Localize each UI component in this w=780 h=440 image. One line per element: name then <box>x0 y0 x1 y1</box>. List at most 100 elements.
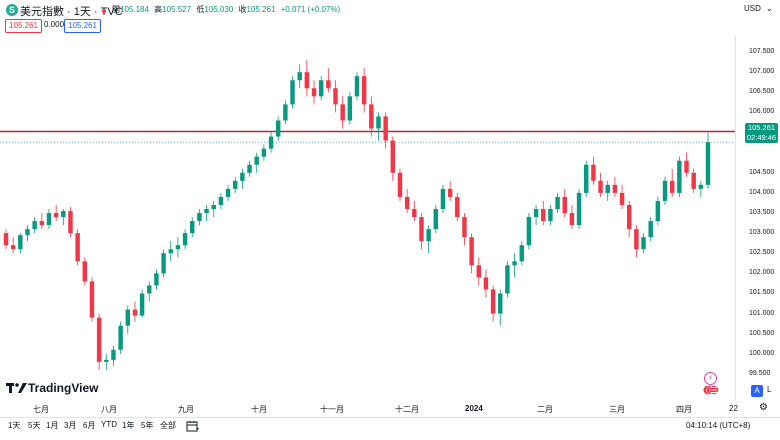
price-tick-label: 103.500 <box>749 209 775 216</box>
calendar-icon[interactable] <box>186 420 200 432</box>
candle-body <box>104 359 109 362</box>
candle-body <box>648 221 653 238</box>
candle-body <box>404 196 410 209</box>
price-chart[interactable] <box>0 0 735 400</box>
candle-body <box>147 285 152 294</box>
candle-body <box>340 104 345 121</box>
candle-body <box>290 80 295 105</box>
chart-header: S 美元指數 · 1天 · TVC 開105.184 高105.527 低105… <box>0 0 780 36</box>
candle-body <box>533 208 539 218</box>
candle-body <box>605 184 610 193</box>
event-flash-icon[interactable]: ⚡ <box>704 372 717 385</box>
price-tick-label: 106.000 <box>749 108 775 116</box>
gear-icon[interactable]: ⚙ <box>759 402 768 413</box>
candle-body <box>662 180 668 201</box>
candle-body <box>440 188 446 209</box>
time-axis-label: 十一月 <box>320 405 344 414</box>
candle-body <box>354 76 360 97</box>
chevron-down-icon[interactable]: ⌄ <box>766 4 773 13</box>
candle-body <box>25 229 30 236</box>
symbol-title[interactable]: 美元指數 · 1天 · TVC <box>20 6 123 18</box>
buy-price-box[interactable]: 105.261 <box>64 19 101 33</box>
price-tick-label: 102.000 <box>749 269 775 277</box>
range-button[interactable]: 3月 <box>64 421 77 430</box>
price-axis-divider <box>735 36 736 400</box>
price-tick-label: 100.500 <box>749 329 775 337</box>
price-tick-label: 104.500 <box>749 168 775 176</box>
candle-body <box>254 156 259 165</box>
low-label: 低 <box>196 5 205 14</box>
candle-body <box>541 208 546 222</box>
high-value: 105.527 <box>162 5 192 14</box>
auto-scale-button[interactable]: A <box>751 385 763 397</box>
bar-countdown: 02:49:46 <box>746 133 777 142</box>
candle-body <box>154 273 159 286</box>
candle-body <box>462 217 467 238</box>
spread-value: 0.000 <box>44 20 65 29</box>
candle-body <box>318 80 324 97</box>
sell-price-box[interactable]: 105.261 <box>5 19 42 33</box>
candle-body <box>32 221 37 230</box>
candle-body <box>311 88 317 97</box>
candle-body <box>705 142 711 185</box>
clock-readout[interactable]: 04:10:14 (UTC+8) <box>686 421 751 430</box>
open-value: 105.184 <box>120 5 149 14</box>
candle-body <box>204 208 209 214</box>
candle-body <box>426 229 431 242</box>
candle-body <box>376 116 381 129</box>
candle-body <box>53 213 59 218</box>
candle-body <box>677 160 682 193</box>
candle-body <box>526 217 532 246</box>
time-axis-label: 二月 <box>537 405 553 414</box>
time-axis-label: 22 <box>729 404 738 413</box>
candle-body <box>161 253 166 274</box>
candle-body <box>233 180 238 189</box>
price-tick-label: 103.000 <box>749 229 775 237</box>
candle-body <box>626 204 632 230</box>
time-axis-label: 十月 <box>251 405 267 414</box>
price-tick-label: 100.000 <box>749 349 775 357</box>
time-axis-label: 三月 <box>609 405 625 414</box>
us-flag-icon[interactable] <box>703 385 719 395</box>
candle-body <box>569 213 575 226</box>
range-button[interactable]: 1年 <box>122 421 135 430</box>
candle-body <box>490 289 496 314</box>
candle-body <box>669 180 675 193</box>
range-button[interactable]: 6月 <box>83 421 96 430</box>
candle-body <box>82 261 88 282</box>
ohlc-readout: 開105.184 高105.527 低105.030 收105.261 +0.0… <box>112 4 343 15</box>
candle-body <box>412 208 417 218</box>
candle-body <box>512 261 517 266</box>
candle-body <box>132 309 138 316</box>
log-scale-button[interactable]: L <box>767 385 772 394</box>
price-tick-label: 101.000 <box>749 309 775 317</box>
high-label: 高 <box>154 5 163 14</box>
candle-body <box>297 72 302 81</box>
range-button[interactable]: 全部 <box>160 421 176 430</box>
range-button[interactable]: 1月 <box>46 421 59 430</box>
candle-body <box>118 325 123 350</box>
close-label: 收 <box>238 5 247 14</box>
open-label: 開 <box>112 5 120 14</box>
currency-selector[interactable]: USD <box>744 4 761 13</box>
range-button[interactable]: 5天 <box>28 421 41 430</box>
candle-body <box>261 148 267 157</box>
range-button[interactable]: YTD <box>101 420 117 429</box>
candle-body <box>175 245 181 250</box>
price-tick-label: 107.500 <box>749 48 775 56</box>
candle-body <box>139 293 145 316</box>
candle-body <box>433 208 439 230</box>
candle-body <box>225 188 231 197</box>
candle-body <box>619 192 625 205</box>
candle-body <box>283 104 288 121</box>
candle-body <box>182 233 188 246</box>
close-value: 105.261 <box>246 5 276 14</box>
range-button[interactable]: 1天 <box>8 421 21 430</box>
candle-body <box>483 277 489 290</box>
candle-body <box>111 349 116 360</box>
candle-body <box>197 213 202 222</box>
range-button[interactable]: 5年 <box>141 421 154 430</box>
candle-body <box>612 184 618 193</box>
candle-body <box>369 104 374 129</box>
candle-body <box>275 120 281 137</box>
